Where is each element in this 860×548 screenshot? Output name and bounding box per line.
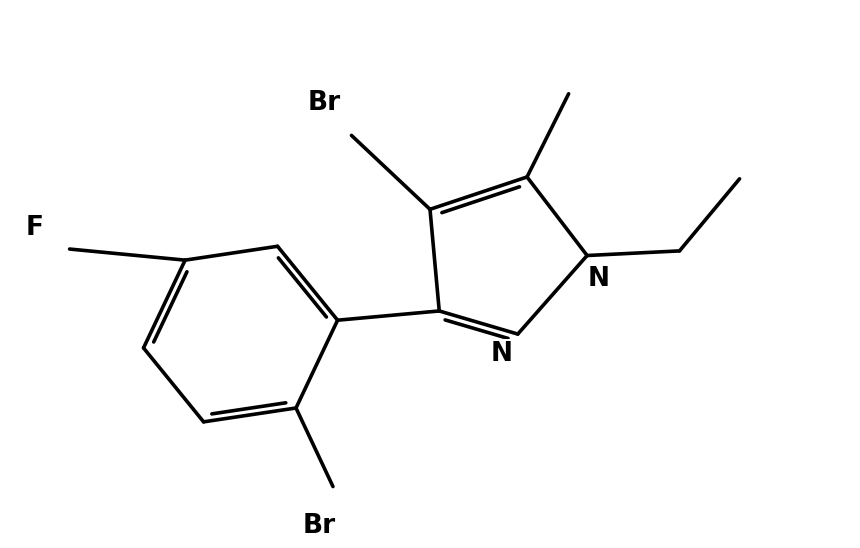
Text: N: N [587, 266, 609, 292]
Text: Br: Br [303, 513, 335, 539]
Text: N: N [491, 341, 513, 367]
Text: F: F [26, 215, 44, 241]
Text: Br: Br [307, 90, 341, 116]
